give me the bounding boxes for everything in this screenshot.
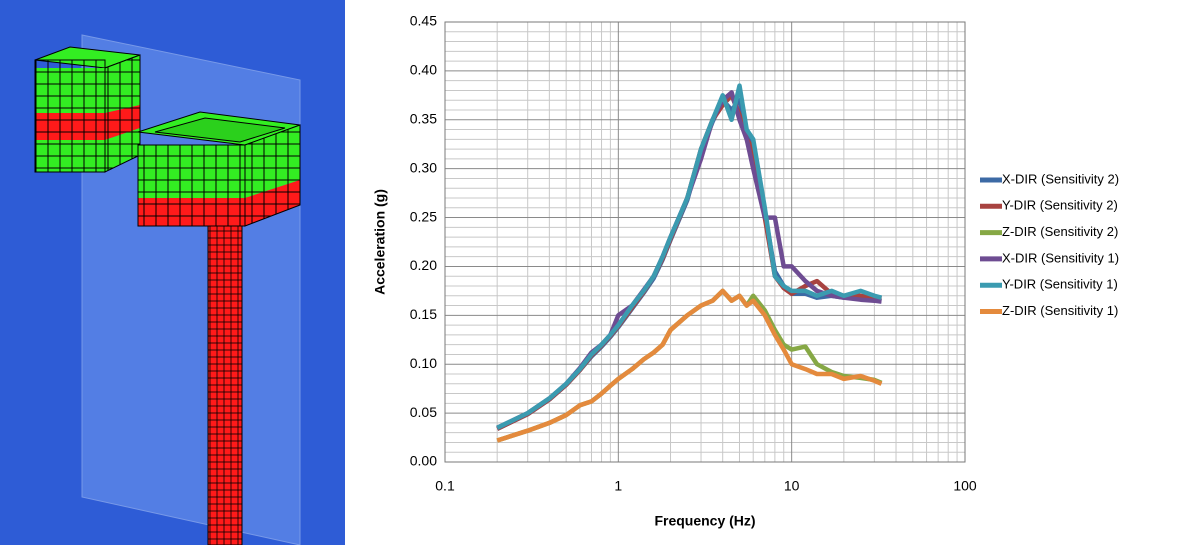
y-tick-label: 0.40 — [410, 62, 437, 78]
legend-label: X-DIR (Sensitivity 1) — [1002, 250, 1119, 265]
series-line — [496, 83, 883, 430]
x-tick-label: 1 — [614, 478, 622, 494]
model-view — [0, 0, 345, 545]
y-tick-label: 0.15 — [410, 306, 437, 322]
x-axis-title: Frequency (Hz) — [654, 513, 755, 529]
legend-label: Y-DIR (Sensitivity 1) — [1002, 277, 1118, 292]
y-tick-label: 0.35 — [410, 110, 437, 126]
x-tick-label: 0.1 — [435, 478, 455, 494]
plot-border — [444, 21, 966, 463]
legend-label: Z-DIR (Sensitivity 2) — [1002, 224, 1118, 239]
series-line — [496, 288, 883, 443]
legend-label: Y-DIR (Sensitivity 2) — [1002, 198, 1118, 213]
y-tick-label: 0.10 — [410, 355, 437, 371]
y-tick-label: 0.05 — [410, 404, 437, 420]
y-tick-label: 0.20 — [410, 257, 437, 273]
y-axis-title: Acceleration (g) — [372, 189, 388, 295]
y-tick-label: 0.30 — [410, 159, 437, 175]
x-tick-label: 10 — [784, 478, 800, 494]
y-tick-label: 0.45 — [410, 13, 437, 29]
x-tick-label: 100 — [953, 478, 977, 494]
y-tick-label: 0.25 — [410, 208, 437, 224]
y-tick-label: 0.00 — [410, 453, 437, 469]
plot-area — [445, 22, 965, 462]
legend-label: X-DIR (Sensitivity 2) — [1002, 171, 1119, 186]
legend-label: Z-DIR (Sensitivity 1) — [1002, 303, 1118, 318]
